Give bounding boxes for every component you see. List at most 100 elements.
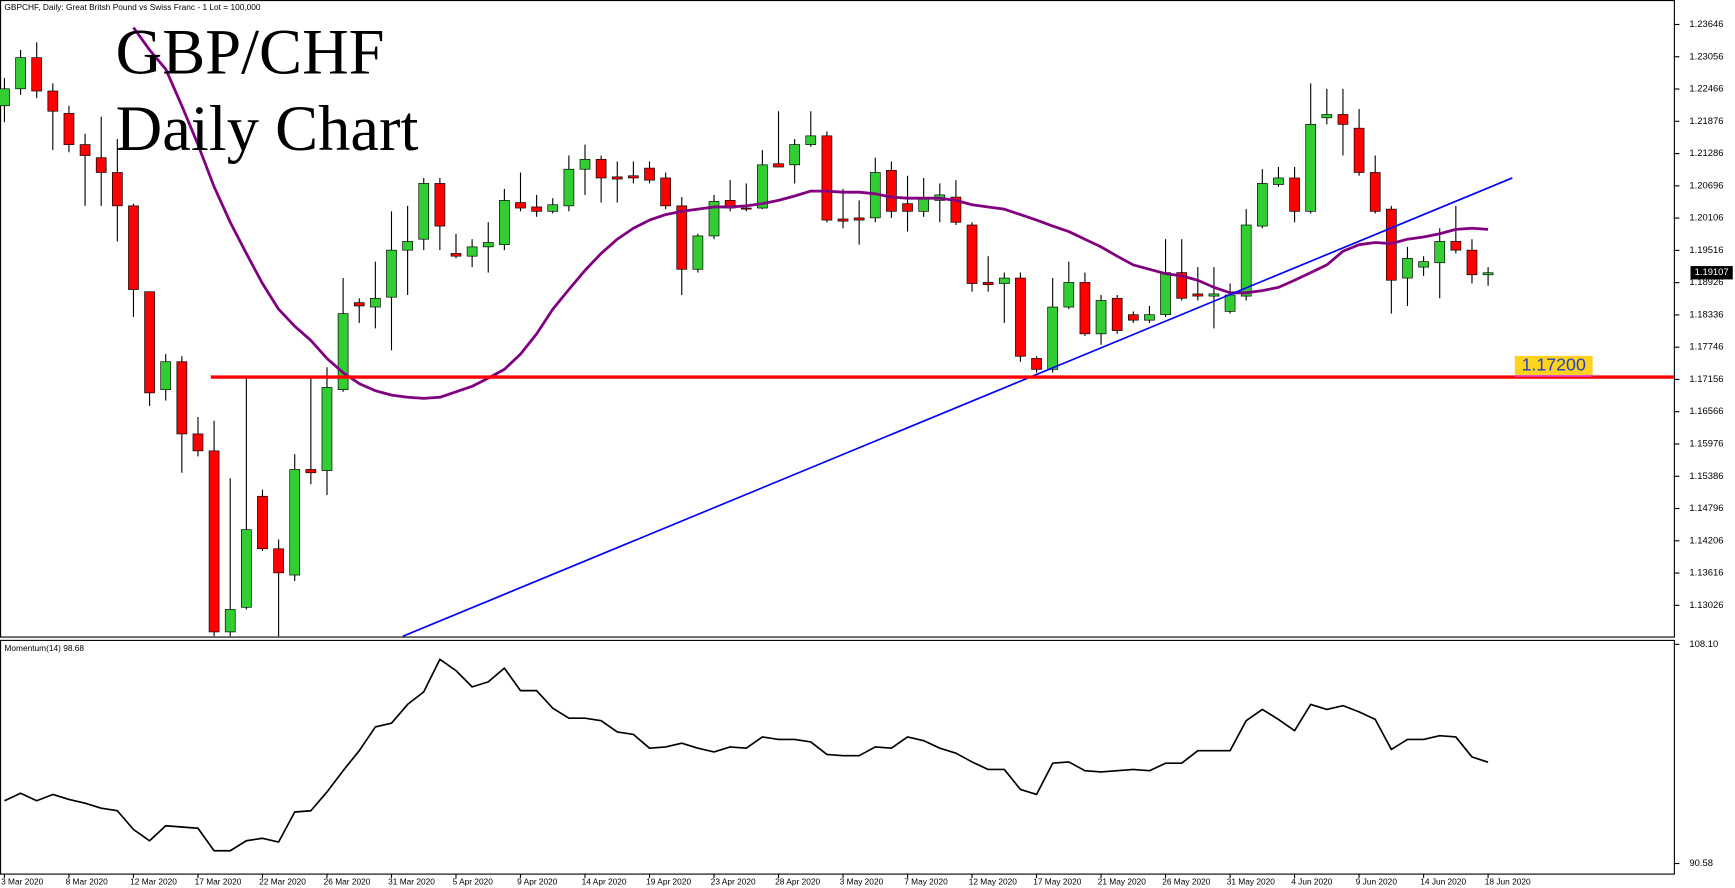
y-tick-label: 90.58 xyxy=(1689,858,1713,869)
candle-body xyxy=(79,144,91,156)
y-tick-label: 1.23646 xyxy=(1689,19,1723,30)
x-tick-label: 9 Apr 2020 xyxy=(517,877,558,887)
candle-body xyxy=(853,217,865,221)
x-tick-label: 22 Mar 2020 xyxy=(259,877,306,887)
candle-body xyxy=(1466,249,1478,276)
candle-body xyxy=(1273,177,1284,185)
candle-body xyxy=(531,206,542,212)
candle-body xyxy=(1095,300,1107,335)
candle-body xyxy=(644,167,655,181)
candle-body xyxy=(370,297,381,308)
candle-body xyxy=(0,88,10,107)
candle-body xyxy=(773,163,784,168)
candle-body xyxy=(466,246,478,257)
y-tick-label: 1.13026 xyxy=(1689,600,1723,611)
candle-body xyxy=(1047,306,1059,370)
candle-body xyxy=(1176,272,1188,299)
x-tick-label: 17 May 2020 xyxy=(1033,877,1082,887)
main-panel xyxy=(0,0,1675,638)
candle-body xyxy=(1224,294,1236,312)
x-tick-label: 12 May 2020 xyxy=(969,877,1018,887)
y-tick-label: 1.16566 xyxy=(1689,406,1723,417)
candle-body xyxy=(789,144,800,166)
candle-body xyxy=(837,218,849,222)
y-tick-label: 1.18926 xyxy=(1689,277,1723,288)
candle-body xyxy=(563,168,575,207)
level-label: 1.17200 xyxy=(1522,355,1586,375)
axes: 1.23646 1.23056 1.22466 1.21876 1.21286 1.206… xyxy=(1,19,1733,887)
candle-body xyxy=(321,387,333,471)
candle-body xyxy=(1127,314,1139,321)
x-tick-label: 19 Apr 2020 xyxy=(646,877,691,887)
candle-body xyxy=(337,313,349,390)
candle-body xyxy=(47,90,59,112)
x-tick-label: 23 Apr 2020 xyxy=(711,877,756,887)
candle-body xyxy=(886,169,897,212)
candle-body xyxy=(595,159,607,179)
x-tick-label: 14 Jun 2020 xyxy=(1420,877,1466,887)
x-tick-label: 31 Mar 2020 xyxy=(388,877,435,887)
candle-body xyxy=(144,291,155,394)
candle-body xyxy=(1111,297,1123,331)
candle-body xyxy=(1192,293,1204,297)
candle-body xyxy=(1144,314,1155,321)
candle-body xyxy=(176,361,188,435)
candle-body xyxy=(611,176,623,180)
candle-body xyxy=(1063,282,1075,308)
candle-body xyxy=(821,135,833,221)
candle-body xyxy=(257,495,268,550)
candle-body xyxy=(15,57,26,90)
candle-body xyxy=(998,277,1010,284)
candle-body xyxy=(740,207,752,210)
candle-body xyxy=(208,450,220,633)
x-tick-label: 5 Apr 2020 xyxy=(453,877,494,887)
candle-body xyxy=(305,469,317,474)
candle-body xyxy=(111,172,123,207)
y-tick-label: 1.21286 xyxy=(1689,148,1723,159)
y-tick-label: 1.17746 xyxy=(1689,342,1723,353)
candle-body xyxy=(160,361,172,390)
x-tick-label: 4 Jun 2020 xyxy=(1291,877,1333,887)
candle-body xyxy=(450,253,462,257)
candle-body xyxy=(1256,183,1268,227)
candle-body xyxy=(692,235,704,270)
y-tick-label: 1.15976 xyxy=(1689,438,1723,449)
x-tick-label: 8 Mar 2020 xyxy=(66,877,108,887)
candle-body xyxy=(676,205,688,270)
candle-body xyxy=(1208,293,1220,297)
candle-body xyxy=(31,57,43,92)
y-tick-label: 1.15386 xyxy=(1689,471,1723,482)
candle-body xyxy=(289,469,301,576)
y-tick-label: 1.20696 xyxy=(1689,180,1723,191)
indicator-plot xyxy=(4,658,1489,852)
x-tick-label: 28 Apr 2020 xyxy=(775,877,820,887)
indicator-panel xyxy=(0,639,1675,875)
y-tick-label: 1.14206 xyxy=(1689,535,1723,546)
x-tick-label: 21 May 2020 xyxy=(1098,877,1147,887)
level-label-box xyxy=(1514,355,1593,376)
candle-body xyxy=(1160,272,1171,316)
x-tick-label: 14 Apr 2020 xyxy=(582,877,627,887)
chart-title: GBP/CHF xyxy=(116,16,385,87)
candle-body xyxy=(966,224,978,284)
candle-body xyxy=(1369,172,1381,212)
candle-body xyxy=(1321,114,1333,119)
candle-body xyxy=(353,302,365,307)
candle-body xyxy=(660,177,671,207)
candle-body xyxy=(273,548,284,574)
trendline xyxy=(402,177,1513,637)
x-tick-label: 18 Jun 2020 xyxy=(1485,877,1531,887)
candle-body xyxy=(805,135,817,145)
candle-body xyxy=(386,249,397,298)
x-tick-label: 26 May 2020 xyxy=(1162,877,1211,887)
momentum-line xyxy=(4,658,1489,852)
y-tick-label: 1.14796 xyxy=(1689,503,1723,514)
x-tick-label: 12 Mar 2020 xyxy=(130,877,177,887)
candle-body xyxy=(402,241,413,251)
candle-body xyxy=(434,183,446,227)
candle-body xyxy=(1289,177,1300,212)
y-tick-label: 1.17156 xyxy=(1689,374,1723,385)
main-plot: 1.17200 xyxy=(0,26,1674,637)
candle-body xyxy=(1434,241,1446,264)
